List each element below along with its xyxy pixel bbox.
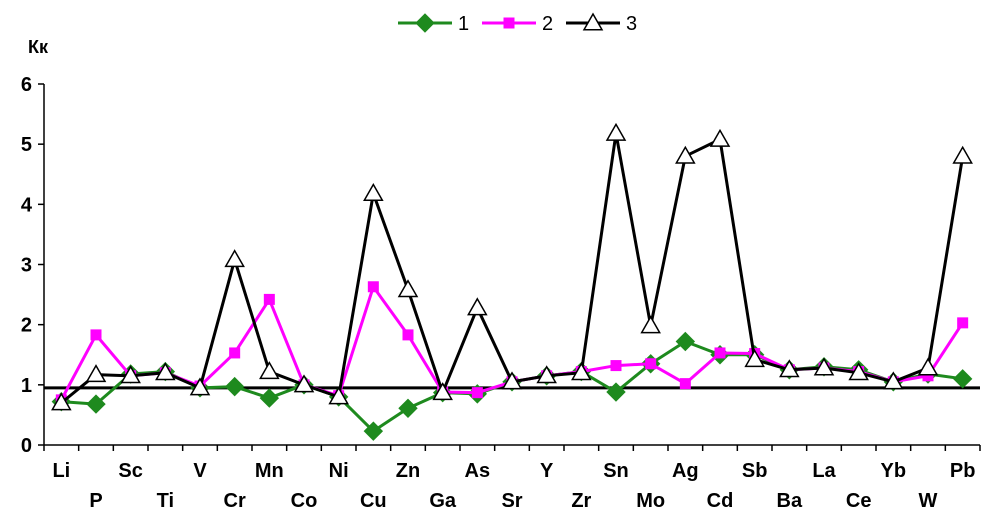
data-point — [744, 349, 765, 368]
data-point — [679, 378, 691, 390]
y-tick-label: 1 — [21, 375, 32, 397]
data-point — [397, 279, 419, 298]
data-point — [883, 371, 904, 390]
x-tick-label: Li — [52, 460, 70, 482]
legend-item: 3 — [566, 12, 637, 35]
y-tick-label: 0 — [21, 435, 32, 457]
x-tick-label: Yb — [881, 460, 907, 482]
legend-marker — [503, 17, 515, 29]
legend-item: 2 — [482, 13, 553, 35]
x-tick-label: Mo — [636, 490, 665, 512]
y-tick-label: 2 — [21, 315, 32, 337]
data-point — [779, 359, 800, 378]
y-axis-label: Кк — [28, 37, 49, 57]
x-tick-label: Cr — [224, 490, 246, 512]
x-tick-label: Sc — [118, 460, 142, 482]
x-tick-label: Ag — [672, 460, 699, 482]
x-tick-label: Mn — [255, 460, 284, 482]
data-point — [259, 388, 280, 408]
x-tick-label: Ti — [157, 490, 174, 512]
data-point — [952, 145, 973, 164]
x-tick-label: Cd — [707, 490, 734, 512]
data-point — [51, 392, 72, 411]
legend-item: 1 — [398, 13, 469, 35]
data-point — [432, 382, 453, 401]
x-tick-label: Sn — [603, 460, 629, 482]
axes: 0 1 2 3 4 5 6 — [21, 74, 981, 457]
data-point — [263, 293, 275, 305]
data-point — [189, 377, 211, 396]
data-point — [714, 347, 726, 359]
y-tick-label: 4 — [21, 194, 33, 216]
data-point — [606, 382, 626, 402]
data-point — [605, 122, 627, 141]
legend-label: 3 — [626, 13, 637, 35]
x-tick-label: Ba — [777, 490, 803, 512]
data-point — [398, 398, 418, 419]
data-point — [155, 362, 176, 381]
data-point — [610, 360, 622, 372]
data-point — [675, 331, 696, 352]
legend-label: 1 — [458, 13, 469, 35]
data-point — [402, 329, 414, 341]
data-point — [645, 358, 657, 370]
data-point — [536, 365, 557, 384]
data-point — [293, 374, 315, 393]
data-point — [571, 362, 592, 381]
data-point — [813, 357, 835, 376]
data-point — [86, 394, 106, 414]
legend: 1 2 3 — [398, 12, 637, 35]
x-tick-label: V — [193, 460, 207, 482]
data-point — [90, 329, 102, 341]
x-tick-label: Zr — [571, 490, 591, 512]
data-point — [229, 347, 241, 359]
x-tick-label: Co — [291, 490, 318, 512]
data-point — [952, 369, 973, 389]
x-tick-label: Zn — [396, 460, 420, 482]
data-point — [957, 317, 969, 329]
data-point — [328, 386, 349, 405]
x-tick-label: P — [89, 490, 102, 512]
legend-label: 2 — [542, 13, 553, 35]
x-tick-label: As — [465, 460, 491, 482]
x-tick-label: Ni — [329, 460, 349, 482]
x-tick-label: W — [919, 490, 938, 512]
data-point — [120, 365, 141, 384]
legend-marker — [415, 13, 435, 33]
y-tick-label: 3 — [21, 255, 32, 277]
y-tick-label: 5 — [21, 134, 32, 156]
data-point — [224, 249, 245, 268]
x-tick-label: Y — [540, 460, 554, 482]
x-tick-label: Ga — [429, 490, 457, 512]
x-tick-label: Sb — [742, 460, 768, 482]
data-point — [471, 387, 483, 399]
data-point — [922, 370, 934, 382]
data-point — [224, 376, 245, 397]
data-point — [709, 128, 731, 147]
data-point — [640, 315, 661, 334]
series-3 — [51, 122, 973, 411]
data-point — [675, 145, 696, 164]
data-point — [917, 357, 939, 376]
legend-marker — [582, 12, 604, 31]
data-point — [363, 182, 384, 202]
data-point — [85, 364, 107, 383]
x-tick-label: La — [812, 460, 836, 482]
data-point — [259, 361, 280, 380]
x-tick-label: Pb — [950, 460, 976, 482]
x-tick-labels: Li P Sc Ti V Cr Mn Co Ni Cu Zn Ga As Sr Y Zr Sn Mo Ag Cd Sb B… — [52, 460, 975, 512]
x-tick-label: Sr — [501, 490, 522, 512]
series-group — [51, 122, 973, 441]
data-point — [501, 371, 523, 390]
x-tick-label: Cu — [360, 490, 387, 512]
y-tick-label: 6 — [21, 74, 32, 96]
data-point — [367, 281, 379, 293]
x-tick-label: Ce — [846, 490, 872, 512]
data-point — [467, 297, 488, 316]
data-point — [848, 362, 869, 381]
data-point — [363, 421, 384, 441]
